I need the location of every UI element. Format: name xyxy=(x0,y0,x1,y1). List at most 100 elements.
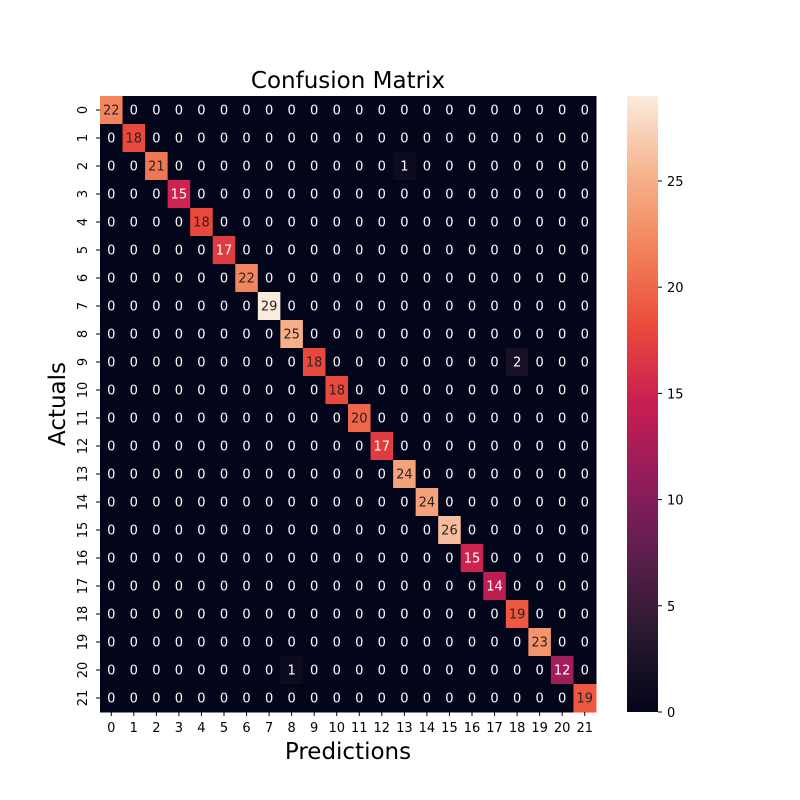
cell-value-label: 0 xyxy=(378,468,386,483)
heatmap-cell xyxy=(505,684,529,713)
heatmap-cell xyxy=(483,292,507,321)
heatmap-cell xyxy=(415,684,439,713)
x-tick-label: 18 xyxy=(509,721,526,736)
heatmap-cell xyxy=(348,628,372,657)
cell-value-label: 0 xyxy=(513,524,521,539)
cell-value-label: 0 xyxy=(513,580,521,595)
cell-value-label: 0 xyxy=(333,636,341,651)
heatmap-cell xyxy=(573,180,597,209)
cell-value-label: 0 xyxy=(558,524,566,539)
heatmap-cell xyxy=(302,432,326,461)
heatmap-cell xyxy=(212,656,236,685)
heatmap-cell xyxy=(370,432,394,461)
cell-value-label: 0 xyxy=(513,104,521,119)
cell-value-label: 0 xyxy=(333,104,341,119)
cell-value-label: 0 xyxy=(513,468,521,483)
heatmap-cell xyxy=(483,600,507,629)
cell-value-label: 0 xyxy=(333,272,341,287)
cell-value-label: 0 xyxy=(220,384,228,399)
cell-value-label: 0 xyxy=(558,496,566,511)
heatmap-cell xyxy=(370,404,394,433)
cell-value-label: 19 xyxy=(509,608,526,623)
cell-value-label: 0 xyxy=(310,692,318,707)
heatmap-cell xyxy=(415,180,439,209)
cell-value-label: 0 xyxy=(535,356,543,371)
y-tick-label: 6 xyxy=(76,274,91,282)
cell-value-label: 0 xyxy=(445,272,453,287)
heatmap-cell xyxy=(235,488,259,517)
cell-value-label: 0 xyxy=(558,188,566,203)
cell-value-label: 0 xyxy=(535,664,543,679)
cell-value-label: 0 xyxy=(581,412,589,427)
cell-value-label: 0 xyxy=(378,580,386,595)
heatmap-cell xyxy=(550,292,574,321)
cell-value-label: 0 xyxy=(581,132,589,147)
heatmap-cell xyxy=(393,488,417,517)
cell-value-label: 0 xyxy=(197,244,205,259)
cell-value-label: 0 xyxy=(445,104,453,119)
heatmap-cell xyxy=(415,628,439,657)
heatmap-cell xyxy=(393,236,417,265)
cell-value-label: 0 xyxy=(152,552,160,567)
heatmap-cell xyxy=(438,656,462,685)
cell-value-label: 0 xyxy=(513,272,521,287)
cell-value-label: 0 xyxy=(535,580,543,595)
cell-value-label: 1 xyxy=(400,160,408,175)
heatmap-cell xyxy=(483,432,507,461)
heatmap-cell xyxy=(257,348,281,377)
heatmap-cell xyxy=(235,292,259,321)
cell-value-label: 0 xyxy=(490,692,498,707)
heatmap-cell xyxy=(122,488,146,517)
x-tick-label: 2 xyxy=(152,721,160,736)
y-tick-label: 21 xyxy=(76,690,91,707)
cell-value-label: 0 xyxy=(355,104,363,119)
heatmap-cell xyxy=(302,320,326,349)
cell-value-label: 0 xyxy=(378,160,386,175)
cell-value-label: 0 xyxy=(490,524,498,539)
heatmap-cell xyxy=(325,320,349,349)
cell-value-label: 0 xyxy=(107,384,115,399)
heatmap-cell xyxy=(280,124,304,153)
heatmap-cell xyxy=(145,460,169,489)
heatmap-cell xyxy=(212,516,236,545)
heatmap-cell xyxy=(302,208,326,237)
heatmap-cell xyxy=(550,404,574,433)
heatmap-cell xyxy=(190,124,214,153)
cell-value-label: 0 xyxy=(535,608,543,623)
heatmap-cell xyxy=(257,376,281,405)
cell-value-label: 0 xyxy=(513,636,521,651)
cell-value-label: 0 xyxy=(265,104,273,119)
heatmap-cell xyxy=(235,124,259,153)
heatmap-cell xyxy=(528,628,552,657)
chart-title: Confusion Matrix xyxy=(251,68,445,94)
cell-value-label: 0 xyxy=(242,552,250,567)
x-axis-label: Predictions xyxy=(285,739,411,765)
cell-value-label: 0 xyxy=(445,384,453,399)
y-tick-label: 8 xyxy=(76,330,91,338)
heatmap-cell xyxy=(122,684,146,713)
cell-value-label: 0 xyxy=(130,384,138,399)
heatmap-cell xyxy=(280,376,304,405)
cell-value-label: 26 xyxy=(441,524,458,539)
cell-value-label: 0 xyxy=(378,496,386,511)
heatmap-cell xyxy=(460,628,484,657)
heatmap-cell xyxy=(302,544,326,573)
heatmap-cell xyxy=(235,96,259,125)
cell-value-label: 0 xyxy=(400,552,408,567)
cell-value-label: 0 xyxy=(333,664,341,679)
heatmap-cell xyxy=(370,320,394,349)
cell-value-label: 0 xyxy=(490,496,498,511)
x-tick-label: 1 xyxy=(130,721,138,736)
heatmap-cell xyxy=(370,152,394,181)
heatmap-cell xyxy=(257,544,281,573)
heatmap-cell xyxy=(100,432,124,461)
heatmap-cell xyxy=(438,544,462,573)
y-tick-label: 19 xyxy=(76,634,91,651)
heatmap-cell xyxy=(438,96,462,125)
heatmap-cell xyxy=(573,292,597,321)
cell-value-label: 0 xyxy=(197,692,205,707)
heatmap-cell xyxy=(280,348,304,377)
y-tick-label: 11 xyxy=(76,410,91,427)
heatmap-cell xyxy=(415,544,439,573)
heatmap-cell xyxy=(505,180,529,209)
